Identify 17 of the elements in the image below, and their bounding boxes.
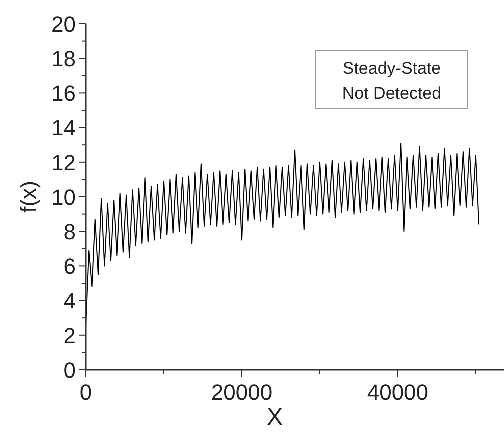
x-tick-label: 20000 [211, 380, 273, 405]
x-axis-title: X [266, 404, 284, 431]
y-tick-label: 2 [64, 323, 76, 348]
x-tick-label: 40000 [367, 380, 429, 405]
y-tick-label: 8 [64, 220, 76, 245]
y-tick-label: 0 [64, 358, 76, 383]
x-tick-label: 0 [80, 380, 92, 405]
y-tick-label: 16 [52, 81, 76, 106]
y-tick-label: 10 [52, 184, 76, 210]
y-tick-label: 20 [52, 12, 76, 37]
y-tick-label: 18 [52, 46, 76, 72]
y-axis-title: f(x) [16, 181, 41, 213]
y-tick-label: 14 [52, 116, 76, 141]
y-tick-label: 4 [64, 288, 76, 314]
annotation: Steady-State Not Detected [342, 59, 442, 103]
y-tick-label: 12 [52, 150, 76, 176]
y-tick-label: 6 [64, 254, 76, 280]
